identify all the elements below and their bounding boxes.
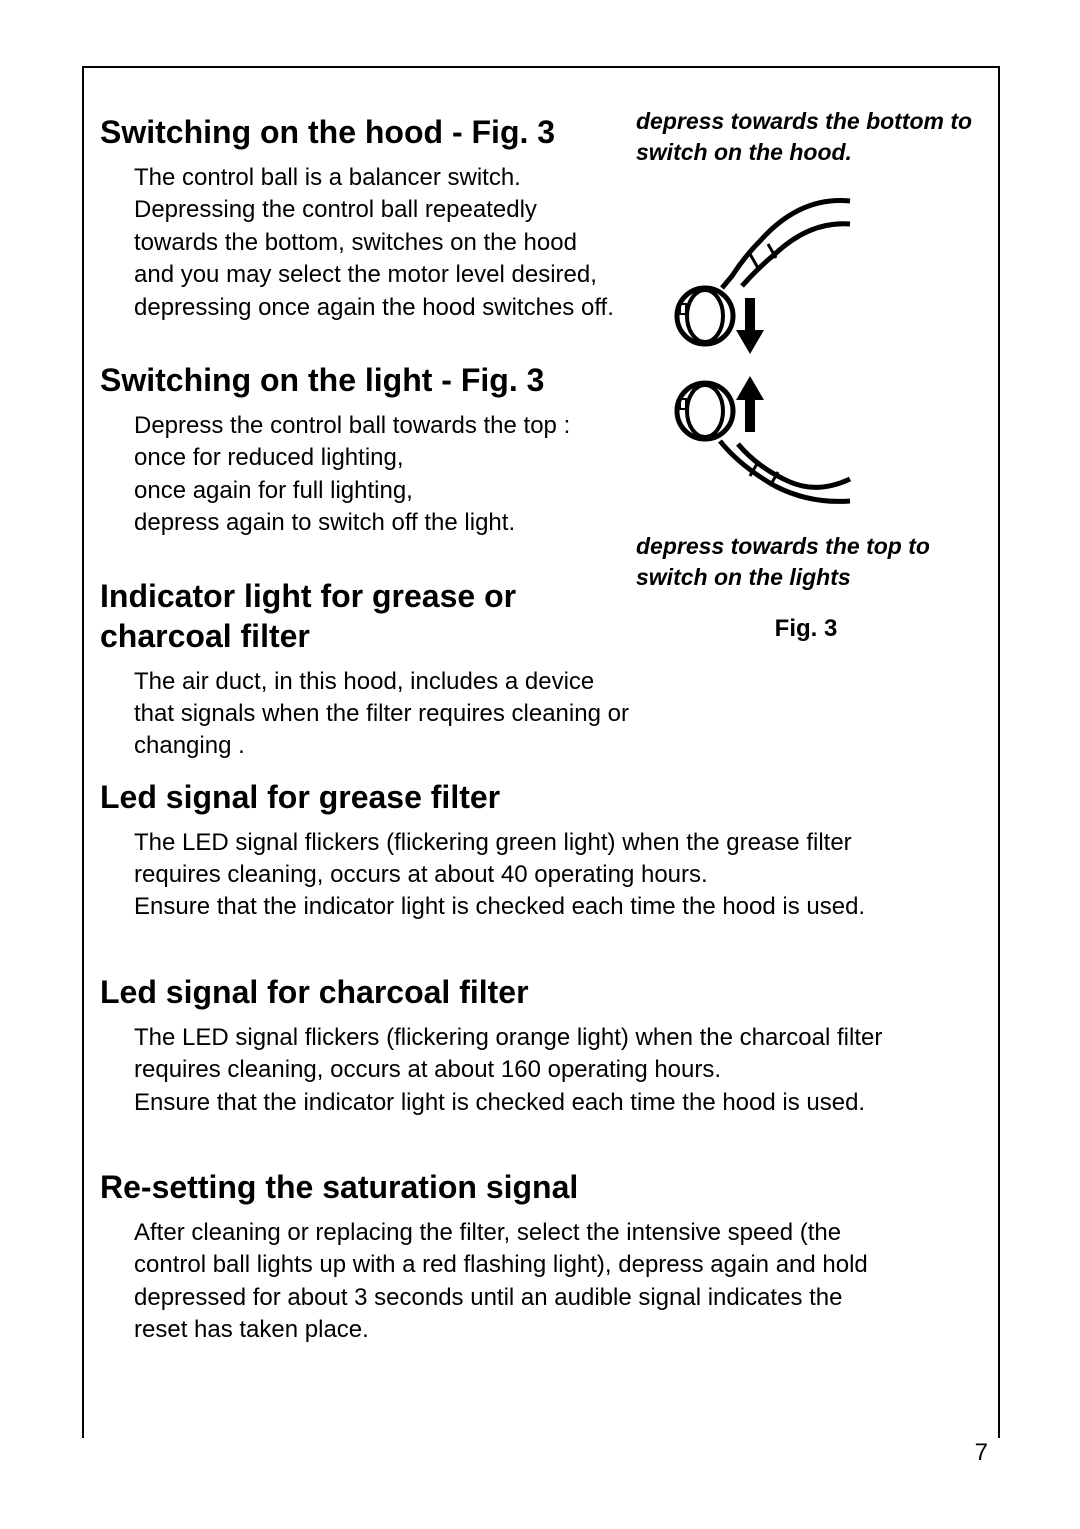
control-ball-diagram-icon: [650, 186, 860, 516]
body-led-charcoal: The LED signal flickers (flickering oran…: [134, 1022, 894, 1119]
body-switching-on-hood: The control ball is a balancer switch.De…: [134, 162, 614, 324]
sidebar: depress towards the bottom to switch on …: [636, 106, 976, 643]
page: Switching on the hood - Fig. 3 The contr…: [0, 0, 1080, 1529]
body-switching-on-light: Depress the control ball towards the top…: [134, 410, 614, 540]
heading-led-charcoal: Led signal for charcoal filter: [100, 972, 980, 1012]
figure-label: Fig. 3: [636, 615, 976, 643]
heading-led-grease: Led signal for grease filter: [100, 777, 980, 817]
heading-indicator-light: Indicator light for grease or charcoal f…: [100, 576, 620, 656]
side-note-top: depress towards the bottom to switch on …: [636, 106, 976, 168]
body-resetting: After cleaning or replacing the filter, …: [134, 1217, 894, 1347]
side-note-bottom: depress towards the top to switch on the…: [636, 531, 976, 593]
body-indicator-light: The air duct, in this hood, includes a d…: [134, 666, 634, 763]
page-number: 7: [975, 1439, 988, 1467]
body-led-grease: The LED signal flickers (flickering gree…: [134, 827, 894, 924]
heading-resetting: Re-setting the saturation signal: [100, 1167, 980, 1207]
